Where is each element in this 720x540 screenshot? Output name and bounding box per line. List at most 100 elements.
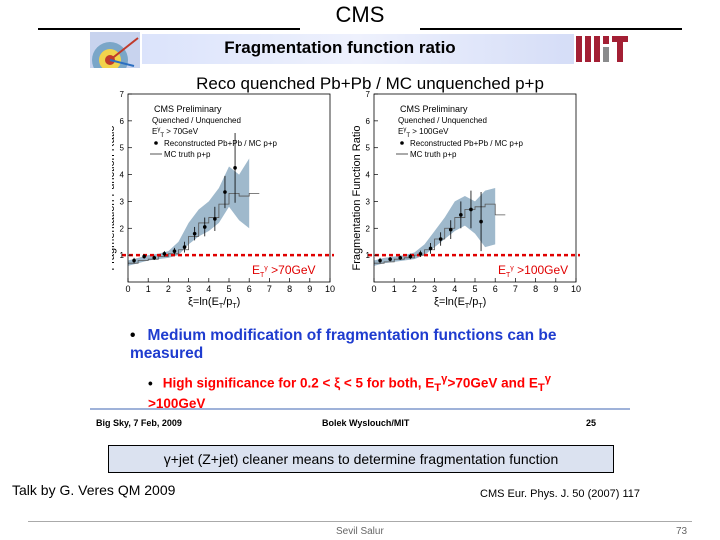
right-x-axis-label: ξ=ln(ET/pT) bbox=[434, 296, 486, 310]
slide-title: Fragmentation function ratio bbox=[224, 38, 456, 57]
right-data-point bbox=[438, 237, 443, 241]
bullet-sub-mid: >70GeV and E bbox=[447, 375, 538, 391]
right-x-tick-label: 2 bbox=[412, 284, 417, 294]
left-x-tick-label: 6 bbox=[247, 284, 252, 294]
page-title: CMS bbox=[335, 2, 385, 27]
right-data-point bbox=[408, 254, 413, 259]
right-legend-point-marker bbox=[400, 141, 404, 145]
left-legend-mc: MC truth p+p bbox=[164, 150, 211, 159]
right-y-tick-label: 7 bbox=[366, 90, 371, 99]
right-data-point bbox=[378, 258, 382, 263]
right-data-point bbox=[448, 227, 453, 232]
right-y-tick-label: 2 bbox=[366, 224, 371, 233]
left-data-point bbox=[142, 254, 146, 259]
bullet-sub-T2: T bbox=[537, 382, 545, 395]
title-rule-left bbox=[38, 28, 300, 30]
right-legend-mc: MC truth p+p bbox=[410, 150, 457, 159]
title-rule-right bbox=[420, 28, 682, 30]
left-y-tick-label: 3 bbox=[120, 197, 125, 206]
left-legend-subtitle: Quenched / Unquenched bbox=[152, 116, 241, 125]
right-x-tick-label: 10 bbox=[571, 284, 581, 294]
mit-logo bbox=[576, 36, 628, 62]
right-y-tick-label: 1 bbox=[366, 251, 371, 260]
left-x-tick-label: 9 bbox=[307, 284, 312, 294]
bullet-sub-text: High significance for 0.2 < ξ < 5 for bo… bbox=[162, 375, 435, 391]
right-y-tick-label: 3 bbox=[366, 197, 371, 206]
reference-citation: CMS Eur. Phys. J. 50 (2007) 117 bbox=[480, 488, 640, 500]
right-x-tick-label: 5 bbox=[472, 284, 477, 294]
right-x-tick-label: 8 bbox=[533, 284, 538, 294]
cms-detector-logo bbox=[90, 32, 140, 68]
left-x-tick-label: 3 bbox=[186, 284, 191, 294]
left-x-tick-label: 1 bbox=[146, 284, 151, 294]
right-legend-reco: Reconstructed Pb+Pb / MC p+p bbox=[410, 139, 524, 148]
callout-text: +jet (Z+jet) cleaner means to determine … bbox=[170, 451, 559, 467]
slide-footer-center: Bolek Wyslouch/MIT bbox=[322, 418, 410, 428]
left-y-tick-label: 2 bbox=[120, 224, 125, 233]
right-x-tick-label: 6 bbox=[493, 284, 498, 294]
bullet-sub-gamma1: γ bbox=[441, 373, 448, 385]
left-y-tick-label: 5 bbox=[120, 144, 125, 153]
right-data-point bbox=[459, 213, 463, 217]
left-y-tick-label: 1 bbox=[120, 251, 125, 260]
right-data-point bbox=[479, 219, 483, 224]
left-y-tick-label: 4 bbox=[120, 171, 125, 180]
bullet-sub-gamma2: γ bbox=[544, 373, 551, 385]
left-data-point bbox=[152, 256, 157, 260]
slide-subtitle: Reco quenched Pb+Pb / MC unquenched p+p bbox=[196, 74, 544, 93]
right-legend-title: CMS Preliminary bbox=[400, 104, 468, 114]
right-data-point bbox=[418, 252, 423, 256]
left-x-tick-label: 7 bbox=[267, 284, 272, 294]
right-cut-label: ETγ >100GeV bbox=[498, 263, 568, 279]
right-y-axis-label: Fragmentation Function Ratio bbox=[351, 126, 363, 271]
left-data-point bbox=[213, 217, 217, 221]
bullet-sub-end: >100GeV bbox=[148, 396, 206, 412]
left-x-tick-label: 10 bbox=[325, 284, 335, 294]
left-legend-point-marker bbox=[154, 141, 158, 145]
right-x-tick-label: 9 bbox=[553, 284, 558, 294]
right-data-point bbox=[469, 207, 473, 212]
right-legend-cut: EγT > 100GeV bbox=[398, 127, 449, 139]
bullet-sub: • High significance for 0.2 < ξ < 5 for b… bbox=[130, 371, 630, 412]
right-data-point bbox=[428, 246, 433, 251]
page-number: 73 bbox=[676, 526, 688, 537]
left-x-axis-label: ξ=ln(ET/pT) bbox=[188, 296, 240, 310]
author-name: Sevil Salur bbox=[336, 526, 384, 537]
bullet-main: • Medium modification of fragmentation fu… bbox=[130, 327, 630, 363]
bullet-sub-T1: T bbox=[434, 382, 442, 395]
right-x-tick-label: 0 bbox=[371, 284, 376, 294]
left-legend-title: CMS Preliminary bbox=[154, 104, 222, 114]
left-data-point bbox=[233, 166, 237, 170]
right-x-tick-label: 3 bbox=[432, 284, 437, 294]
right-y-tick-label: 6 bbox=[366, 117, 371, 126]
left-y-axis-label: Fragmentation Function Ratio bbox=[112, 126, 117, 271]
slide-footer-page: 25 bbox=[586, 418, 597, 428]
right-x-tick-label: 1 bbox=[392, 284, 397, 294]
left-data-point bbox=[162, 252, 167, 256]
left-data-point bbox=[202, 225, 207, 229]
left-x-tick-label: 4 bbox=[206, 284, 211, 294]
slide-footer-rule bbox=[90, 408, 630, 410]
left-y-tick-label: 6 bbox=[120, 117, 125, 126]
left-data-point bbox=[182, 245, 187, 249]
talk-credit: Talk by G. Veres QM 2009 bbox=[12, 482, 176, 498]
left-cut-label: ETγ >70GeV bbox=[252, 263, 316, 279]
left-mc-truth-line bbox=[128, 192, 260, 264]
left-x-tick-label: 5 bbox=[226, 284, 231, 294]
right-y-tick-label: 4 bbox=[366, 171, 371, 180]
bullet-list: • Medium modification of fragmentation fu… bbox=[130, 327, 630, 412]
bullet-dot: • bbox=[130, 327, 136, 344]
right-data-point bbox=[388, 257, 392, 261]
right-uncertainty-band bbox=[374, 188, 496, 266]
left-data-point bbox=[172, 249, 177, 253]
left-y-tick-label: 7 bbox=[120, 90, 125, 99]
left-data-point bbox=[192, 231, 197, 236]
left-x-tick-label: 0 bbox=[125, 284, 130, 294]
right-x-tick-label: 4 bbox=[452, 284, 457, 294]
right-legend-subtitle: Quenched / Unquenched bbox=[398, 116, 487, 125]
left-legend-reco: Reconstructed Pb+Pb / MC p+p bbox=[164, 139, 278, 148]
slide-footer-left: Big Sky, 7 Feb, 2009 bbox=[96, 418, 182, 428]
right-data-point bbox=[398, 256, 403, 260]
callout-box: γ+jet (Z+jet) cleaner means to determine… bbox=[108, 445, 614, 473]
